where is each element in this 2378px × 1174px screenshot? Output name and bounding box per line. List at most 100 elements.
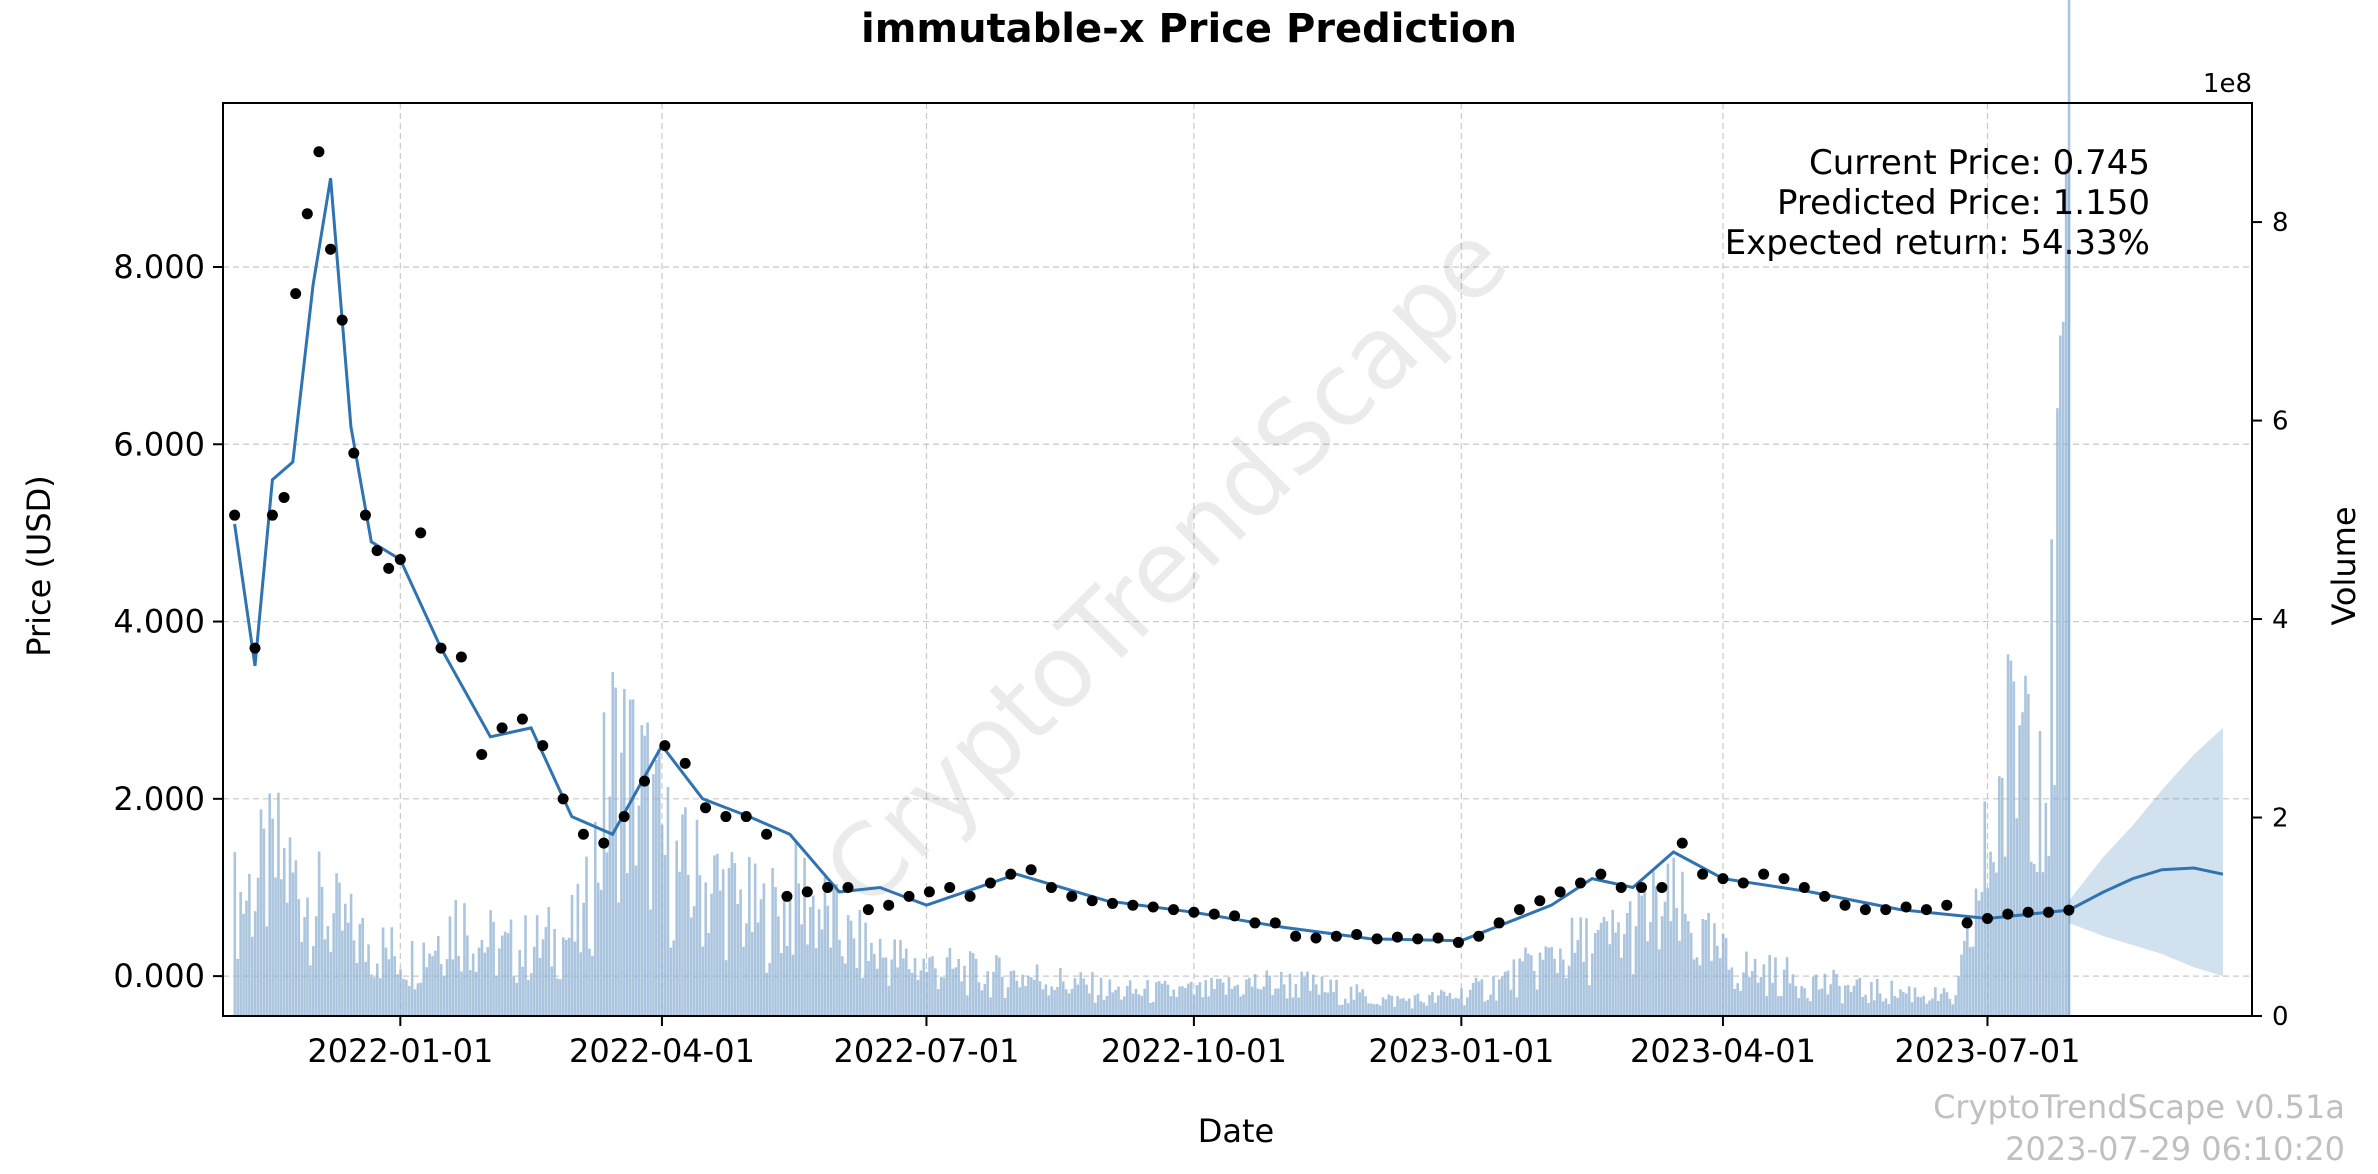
volume-bar (303, 917, 306, 1016)
y-axis-volume: 0 2 4 6 8 (2252, 208, 2289, 1032)
volume-bar (1733, 988, 1737, 1016)
volume-bar (896, 967, 899, 1016)
volume-bar (823, 877, 827, 1016)
volume-bar (939, 976, 943, 1016)
volume-bar (329, 951, 333, 1016)
volume-bar (547, 906, 551, 1016)
volume-bar (1718, 958, 1722, 1016)
volume-bar (1553, 958, 1556, 1016)
volume-bar (1695, 957, 1699, 1016)
volume-bar (1282, 984, 1286, 1016)
volume-bar (1681, 871, 1684, 1016)
y2-tick-label: 0 (2272, 1002, 2289, 1032)
volume-bar (1477, 981, 1481, 1016)
volume-bar (1393, 1006, 1396, 1016)
volume-bar (477, 947, 481, 1016)
price-point (761, 828, 773, 840)
volume-bar (1992, 862, 1995, 1016)
volume-bar (1809, 1001, 1812, 1016)
volume-bar (899, 940, 902, 1016)
price-point (1412, 933, 1424, 945)
volume-bar (1091, 972, 1094, 1016)
volume-bar (466, 935, 469, 1016)
volume-bar (1053, 989, 1056, 1016)
volume-bar (1998, 776, 2001, 1016)
volume-bar (233, 852, 237, 1016)
volume-bar (692, 906, 696, 1016)
volume-bar (620, 752, 623, 1016)
volume-bar (1788, 983, 1792, 1016)
volume-bar (759, 899, 763, 1016)
volume-bar (1684, 913, 1687, 1016)
volume-bar (931, 956, 934, 1016)
volume-bar (1931, 998, 1934, 1016)
volume-bar (1358, 992, 1362, 1016)
volume-bar (945, 957, 949, 1016)
volume-bar (370, 974, 373, 1016)
volume-bar (669, 947, 673, 1016)
volume-bar (826, 905, 830, 1016)
volume-bar (1503, 971, 1507, 1016)
volume-bar (913, 958, 917, 1016)
volume-bar (1067, 993, 1071, 1016)
volume-bar (1445, 996, 1449, 1016)
price-point (1656, 881, 1668, 893)
y2-tick-label: 2 (2272, 804, 2289, 834)
price-point (359, 509, 371, 521)
volume-bar (1093, 1002, 1097, 1016)
price-point (1188, 906, 1200, 918)
current-price-annotation: Current Price: 0.745 (1809, 143, 2150, 183)
volume-bar (1343, 998, 1347, 1016)
volume-bar (1500, 976, 1504, 1016)
volume-bar (1838, 985, 1841, 1016)
price-point (1676, 837, 1688, 849)
price-point (1941, 899, 1953, 911)
price-point (476, 749, 488, 761)
volume-bar (1163, 980, 1167, 1016)
volume-bar (498, 948, 501, 1016)
volume-bar (748, 857, 751, 1016)
volume-bar (1070, 988, 1074, 1016)
volume-bar (1172, 989, 1176, 1016)
volume-bar (1198, 982, 1202, 1016)
price-point (2043, 906, 2055, 918)
volume-bar (782, 894, 786, 1016)
volume-bar (2041, 872, 2045, 1016)
volume-bar (1480, 979, 1484, 1016)
volume-bar (1096, 995, 1100, 1016)
volume-bar (1707, 912, 1710, 1016)
price-point (1371, 933, 1383, 945)
volume-bar (1274, 988, 1277, 1016)
volume-bar (768, 963, 771, 1016)
volume-bar (1181, 986, 1184, 1016)
volume-bar (596, 882, 600, 1016)
volume-bar (1704, 919, 1708, 1016)
volume-bar (451, 959, 455, 1016)
volume-bar (309, 965, 312, 1016)
volume-bar (1460, 988, 1463, 1016)
volume-bar (1123, 996, 1126, 1016)
volume-bar (1335, 979, 1338, 1016)
volume-bar (1483, 1001, 1487, 1016)
price-point (1961, 917, 1973, 929)
volume-bar (1919, 997, 1923, 1016)
volume-bar (439, 964, 443, 1016)
price-point (903, 890, 915, 902)
volume-bar (1184, 988, 1187, 1016)
volume-bar (1422, 1002, 1426, 1016)
price-point (1636, 881, 1648, 893)
volume-bar (407, 986, 411, 1016)
price-point (1534, 895, 1546, 907)
volume-bar (564, 939, 568, 1016)
volume-bar (1018, 987, 1021, 1016)
price-point (1005, 868, 1017, 880)
volume-bar (239, 891, 242, 1016)
volume-bar (1561, 959, 1565, 1016)
volume-bar (1623, 934, 1626, 1016)
volume-bar (1916, 996, 1920, 1016)
volume-bar (1236, 984, 1239, 1016)
price-point (923, 886, 935, 898)
volume-bar (2018, 725, 2021, 1016)
volume-bar (742, 946, 745, 1016)
x-tick-label: 2023-07-01 (1894, 1032, 2080, 1070)
